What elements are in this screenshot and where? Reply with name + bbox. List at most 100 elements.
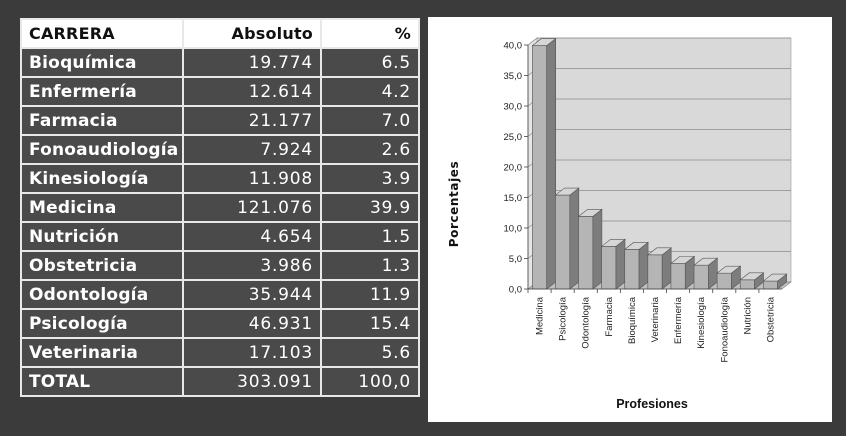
x-category-label: Fonoaudiología — [719, 296, 730, 362]
x-category-label: Obstetricia — [765, 296, 776, 342]
cell-carrera: Psicología — [20, 308, 184, 339]
cell-percent: 6.5 — [320, 47, 420, 78]
bar-top — [670, 256, 696, 264]
cell-percent: 7.0 — [320, 105, 420, 136]
table-row: Obstetricia 3.986 1.3 — [20, 250, 420, 281]
cell-carrera: Medicina — [20, 192, 184, 223]
cell-percent: 39.9 — [320, 192, 420, 223]
cell-absoluto: 17.103 — [182, 337, 322, 368]
bar-front — [716, 272, 732, 290]
cell-percent: 15.4 — [320, 308, 420, 339]
bar-front — [693, 264, 709, 290]
y-tick-label: 30,0 — [504, 102, 523, 113]
bar-front — [624, 249, 640, 290]
gridline — [527, 37, 791, 46]
cell-absoluto: 19.774 — [182, 47, 322, 78]
chart-bars — [531, 37, 788, 290]
table-header-row: CARRERA Absoluto % — [20, 18, 420, 49]
bar — [623, 241, 649, 290]
x-category-label: Farmacia — [604, 296, 615, 336]
x-category-label: Bioquímica — [627, 296, 638, 344]
bar-top — [646, 247, 673, 256]
header-carrera: CARRERA — [20, 18, 184, 49]
table-row: Odontología 35.944 11.9 — [20, 279, 420, 310]
table-row: Veterinaria 17.103 5.6 — [20, 337, 420, 368]
x-category-label: Kinesiología — [696, 296, 707, 348]
x-category-label: Medicina — [535, 296, 546, 335]
x-category-label: Nutrición — [742, 297, 753, 335]
bar-side — [638, 241, 649, 290]
cell-carrera: Fonoaudiología — [20, 134, 184, 165]
cell-percent: 11.9 — [320, 279, 420, 310]
table-row: Enfermería 12.614 4.2 — [20, 76, 420, 107]
cell-carrera: Kinesiología — [20, 163, 184, 194]
cell-carrera: Veterinaria — [20, 337, 184, 368]
bar-chart-panel: 0,0 5,0 10,0 15,0 20,0 25,0 30,0 35,0 40,0 Medic… — [428, 17, 832, 422]
cell-absoluto: 46.931 — [182, 308, 322, 339]
total-label: TOTAL — [20, 366, 184, 397]
cell-absoluto: 3.986 — [182, 250, 322, 281]
cell-absoluto: 4.654 — [182, 221, 322, 252]
y-tick-label: 0,0 — [509, 285, 522, 296]
bar-front — [739, 279, 755, 290]
bar-top — [716, 265, 742, 274]
table-row: Farmacia 21.177 7.0 — [20, 105, 420, 136]
y-tick-label: 15,0 — [504, 193, 523, 204]
bar — [554, 187, 580, 290]
cell-carrera: Enfermería — [20, 76, 184, 107]
x-category-label: Veterinaria — [650, 296, 661, 342]
total-absoluto: 303.091 — [182, 366, 322, 397]
y-axis-title: Porcentajes — [447, 161, 461, 248]
data-table: CARRERA Absoluto % Bioquímica 19.774 6.5… — [20, 18, 420, 397]
bar-top — [577, 209, 603, 217]
bar-side — [569, 187, 580, 290]
cell-percent: 2.6 — [320, 134, 420, 165]
cell-carrera: Obstetricia — [20, 250, 184, 281]
header-percent: % — [320, 18, 420, 49]
x-axis-categories: Medicina Psicología Odontología Farmacia Bio… — [527, 288, 782, 363]
table-row: Fonoaudiología 7.924 2.6 — [20, 134, 420, 165]
y-tick-label: 40,0 — [504, 41, 523, 52]
cell-absoluto: 11.908 — [182, 163, 322, 194]
table-row: Bioquímica 19.774 6.5 — [20, 47, 420, 78]
table-total-row: TOTAL 303.091 100,0 — [20, 366, 420, 397]
bar — [670, 255, 696, 290]
total-percent: 100,0 — [320, 366, 420, 397]
bar — [646, 247, 673, 290]
bar-top — [600, 239, 626, 247]
cell-carrera: Odontología — [20, 279, 184, 310]
y-tick-label: 10,0 — [504, 224, 523, 235]
bar-top — [554, 187, 580, 196]
cell-percent: 1.5 — [320, 221, 420, 252]
bar-top — [531, 38, 557, 46]
bar — [577, 208, 603, 290]
data-table-container: CARRERA Absoluto % Bioquímica 19.774 6.5… — [20, 18, 420, 397]
cell-absoluto: 35.944 — [182, 279, 322, 310]
bar-front — [647, 254, 663, 290]
bar — [531, 37, 557, 290]
bar-side — [592, 208, 603, 290]
bar-top — [739, 272, 765, 281]
y-axis-ticks: 0,0 5,0 10,0 15,0 20,0 25,0 30,0 35,0 40,0 — [504, 41, 529, 296]
table-row: Medicina 121.076 39.9 — [20, 192, 420, 223]
bar-chart: 0,0 5,0 10,0 15,0 20,0 25,0 30,0 35,0 40,0 Medic… — [447, 37, 792, 411]
bar-front — [601, 246, 617, 290]
y-tick-label: 5,0 — [509, 254, 522, 265]
table-row: Kinesiología 11.908 3.9 — [20, 163, 420, 194]
table-row: Psicología 46.931 15.4 — [20, 308, 420, 339]
bar-side — [546, 37, 557, 290]
y-tick-label: 25,0 — [504, 132, 523, 143]
bar-top — [762, 273, 788, 282]
bar-front — [578, 216, 594, 290]
y-tick-label: 20,0 — [504, 163, 523, 174]
cell-absoluto: 12.614 — [182, 76, 322, 107]
y-tick-label: 35,0 — [504, 71, 523, 82]
bar-front — [555, 194, 571, 290]
bar-side — [615, 238, 626, 290]
cell-carrera: Bioquímica — [20, 47, 184, 78]
header-absoluto: Absoluto — [182, 18, 322, 49]
bar-front — [670, 263, 686, 290]
cell-absoluto: 121.076 — [182, 192, 322, 223]
table-row: Nutrición 4.654 1.5 — [20, 221, 420, 252]
